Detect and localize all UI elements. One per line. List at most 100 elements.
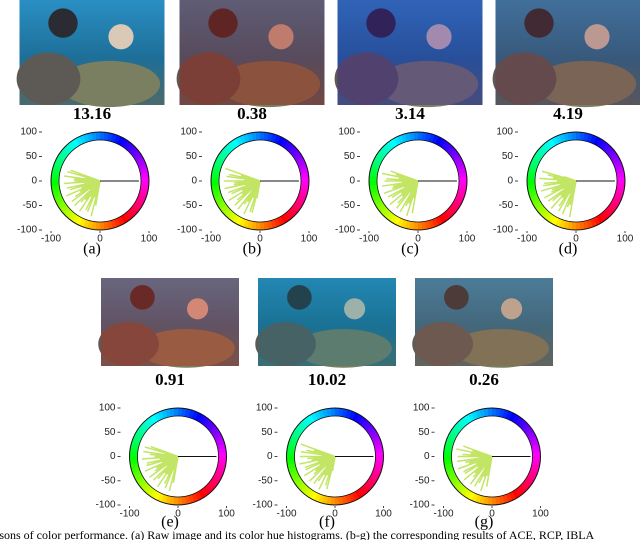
photo-turtle <box>218 60 321 108</box>
hue-ring <box>599 140 608 150</box>
y-tick-label: -50 <box>101 475 116 486</box>
hue-ring <box>295 198 305 206</box>
hue-ring <box>551 216 559 226</box>
hue-ring <box>389 138 398 148</box>
hue-ring <box>149 414 158 424</box>
hue-ring <box>133 432 143 440</box>
hue-ring <box>386 140 395 150</box>
hue-ring <box>529 195 539 203</box>
hue-ring <box>492 496 497 505</box>
hue-ring <box>551 136 559 146</box>
ring-edge <box>368 131 468 231</box>
hue-ring <box>57 201 67 210</box>
hue-ring <box>449 204 459 213</box>
hue-ring <box>225 209 234 219</box>
hue-ring <box>106 132 113 142</box>
hue-ring <box>586 219 594 229</box>
hue-ring <box>360 419 370 428</box>
hue-ring <box>295 479 305 488</box>
hue-ring <box>613 194 623 202</box>
hue-ring <box>373 198 383 206</box>
hue-ring <box>505 493 513 503</box>
photo-diver <box>187 298 209 320</box>
hue-ring <box>435 216 443 226</box>
hue-ring <box>571 221 577 230</box>
hue-ring <box>57 152 67 161</box>
hue-ring <box>589 134 597 144</box>
hue-ring <box>579 132 585 141</box>
hue-ring <box>590 218 598 228</box>
hue-ring <box>242 133 250 143</box>
photo-diver <box>130 285 155 310</box>
hue-ring <box>518 484 527 494</box>
hue-ring <box>527 188 537 195</box>
hue-ring <box>458 180 467 186</box>
photo-diver <box>444 285 469 310</box>
hue-ring <box>295 156 305 164</box>
hue-ring <box>173 496 179 505</box>
hue-ring <box>375 456 384 461</box>
hue-ring <box>471 493 479 503</box>
hue-ring <box>358 487 367 497</box>
ring-edge <box>451 415 533 498</box>
x-tick-label: -100 <box>41 234 61 245</box>
hue-ring <box>447 432 457 440</box>
hue-ring <box>322 408 328 418</box>
ring-edge <box>210 131 310 231</box>
hue-ring <box>217 201 227 210</box>
photo-tint <box>179 0 325 105</box>
hue-ring <box>338 408 344 417</box>
hue-ring <box>599 212 608 222</box>
hue-ring <box>292 476 303 485</box>
hue-ring <box>522 425 532 434</box>
hue-ring <box>150 489 159 499</box>
hue-ring <box>238 134 246 144</box>
x-tick-label: 100 <box>375 509 392 520</box>
hue-ring <box>91 221 97 230</box>
hue-histogram <box>381 170 419 217</box>
hue-ring <box>53 160 63 168</box>
photo-reef <box>334 52 399 105</box>
hue-ring <box>352 491 360 501</box>
y-tick-label: 100 <box>496 127 513 138</box>
hue-ring <box>129 456 138 462</box>
hue-ring <box>286 448 296 454</box>
hue-ring <box>458 176 467 181</box>
panel-label: (d) <box>559 241 578 258</box>
panel-label: (b) <box>243 241 262 258</box>
hue-ring <box>286 452 295 457</box>
hue-ring <box>130 463 139 470</box>
hue-ring <box>511 414 520 424</box>
hue-ring <box>531 443 540 450</box>
x-tick-label: 100 <box>301 234 318 245</box>
hue-ring <box>371 195 381 203</box>
panel: 4.19 100 50 0 -50 -100 -100 0 100 (d) <box>492 0 640 258</box>
hue-ring <box>314 493 322 503</box>
hue-ring <box>86 132 93 142</box>
x-tick-label: 0 <box>257 234 263 245</box>
hue-ring <box>582 132 589 142</box>
panel-label: (f) <box>319 514 335 531</box>
photo-diver <box>108 24 134 50</box>
hue-ring <box>611 198 621 206</box>
score: 0.26 <box>469 370 499 389</box>
hue-ring <box>438 138 447 148</box>
y-tick-label: -100 <box>17 225 37 236</box>
hue-ring <box>528 191 538 199</box>
score: 3.14 <box>395 104 425 123</box>
hue-ring <box>140 184 149 190</box>
hue-ring <box>209 479 218 488</box>
hue-ring <box>222 146 232 155</box>
hue-ring <box>535 149 545 158</box>
hue-ring <box>157 410 165 420</box>
hue-ring <box>51 172 60 178</box>
ring-edge <box>137 415 219 498</box>
hue-ring <box>283 140 292 150</box>
hue-ring <box>293 201 303 210</box>
hue-ring <box>214 435 224 443</box>
hue-ring <box>117 136 125 146</box>
hue-ring <box>138 163 148 171</box>
hue-ring <box>400 133 408 143</box>
hue-ring <box>615 187 625 194</box>
hue-ring <box>288 146 298 155</box>
